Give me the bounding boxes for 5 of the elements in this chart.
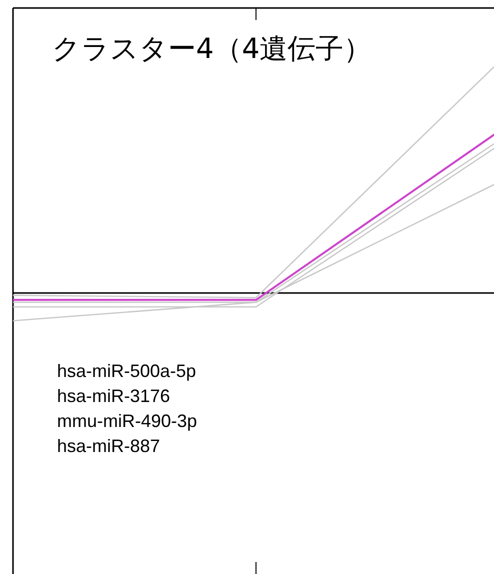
- text: hsa-miR-500a-5p: [57, 361, 196, 381]
- text: hsa-miR-887: [57, 436, 160, 456]
- text: mmu-miR-490-3p: [57, 411, 198, 431]
- chart-title: クラスター4（4遺伝子）: [52, 32, 372, 65]
- text: hsa-miR-3176: [57, 386, 170, 406]
